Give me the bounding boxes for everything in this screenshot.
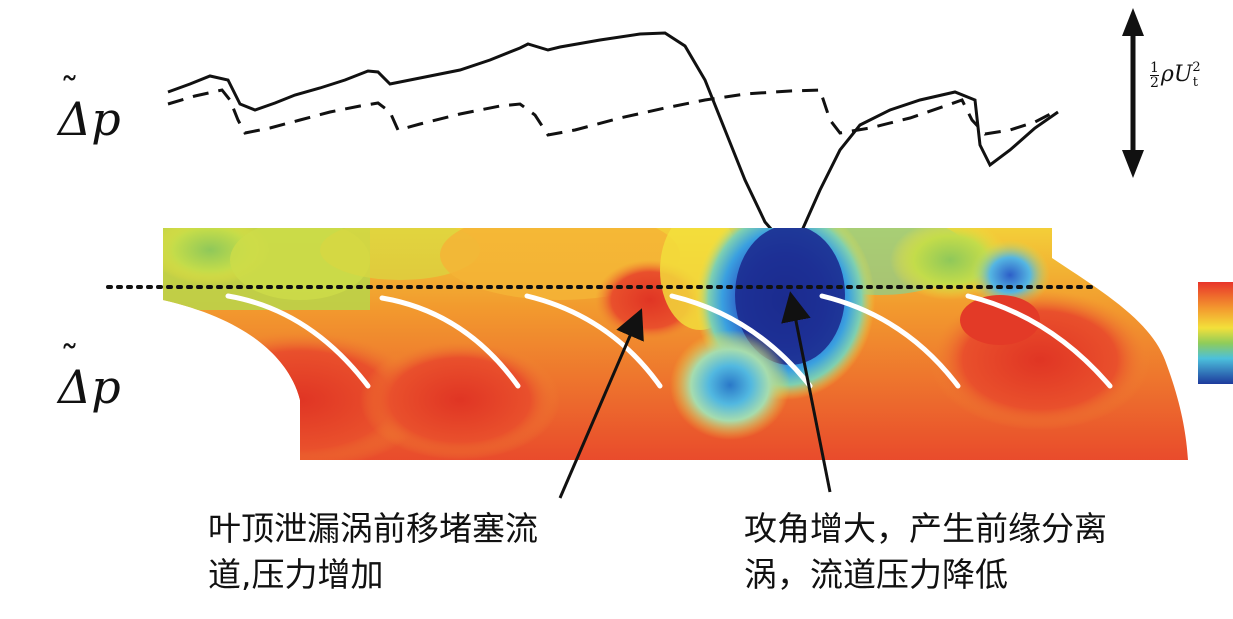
pressure-contour [163,228,1188,460]
fraction-numerator: 1 [1150,59,1159,76]
right-annotation-arrow [781,291,832,493]
solid-pressure-line [167,31,1059,247]
scale-arrow-bottom-head [1122,150,1144,178]
blade-row [225,293,1113,389]
color-legend [1198,282,1233,384]
scale-arrow-top-head [1122,8,1144,36]
superscript: 2 [1192,60,1201,75]
tilde-mark: ˜ [60,338,79,382]
half-fraction: 1 2 [1150,61,1159,90]
right-annotation-line1: 攻角增大，产生前缘分离 [744,509,1107,548]
upper-delta-p-text: Δp [58,92,121,146]
right-annotation-line2: 涡，流道压力降低 [744,555,1008,594]
rho-u-text: ρU [1160,62,1193,87]
tilde-mark: ˜ [60,70,79,114]
left-annotation-line2: 道,压力增加 [208,555,384,594]
left-annotation-arrow [558,308,644,499]
right-annotation: 攻角增大，产生前缘分离 涡，流道压力降低 [744,506,1107,598]
lower-delta-p-label: ˜ Δp [58,338,121,414]
left-annotation: 叶顶泄漏涡前移堵塞流 道,压力增加 [208,506,538,598]
left-annotation-line1: 叶顶泄漏涡前移堵塞流 [208,509,538,548]
fraction-denominator: 2 [1150,74,1159,91]
dashed-pressure-line [167,88,1059,137]
subscript: t [1192,75,1198,91]
upper-delta-p-label: ˜ Δp [58,70,121,146]
scale-label: 1 2 ρU2t [1150,60,1201,91]
lower-delta-p-text: Δp [58,360,121,414]
